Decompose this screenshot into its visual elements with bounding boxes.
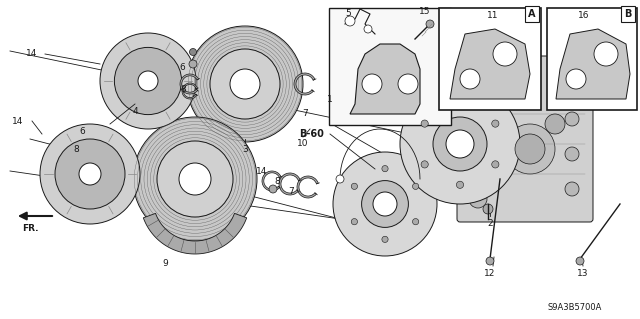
Circle shape [493, 42, 517, 66]
Polygon shape [450, 29, 530, 99]
Text: 8: 8 [274, 176, 280, 186]
Circle shape [382, 236, 388, 242]
FancyBboxPatch shape [329, 8, 451, 125]
Wedge shape [297, 176, 318, 198]
Circle shape [565, 112, 579, 126]
Text: 6: 6 [79, 127, 85, 136]
Text: 7: 7 [302, 108, 308, 117]
Circle shape [157, 141, 233, 217]
Circle shape [269, 185, 277, 193]
Circle shape [179, 163, 211, 195]
FancyBboxPatch shape [457, 56, 593, 222]
Text: B-60: B-60 [300, 129, 324, 139]
Circle shape [492, 161, 499, 168]
FancyBboxPatch shape [439, 8, 541, 110]
Circle shape [79, 163, 101, 185]
Text: 14: 14 [256, 167, 268, 175]
Circle shape [40, 124, 140, 224]
Circle shape [426, 20, 434, 28]
Circle shape [469, 162, 487, 180]
Circle shape [351, 219, 358, 225]
Circle shape [469, 106, 487, 124]
Circle shape [433, 117, 487, 171]
Circle shape [333, 152, 437, 256]
Circle shape [565, 182, 579, 196]
Text: 14: 14 [26, 49, 38, 58]
Text: 14: 14 [12, 116, 24, 125]
Circle shape [382, 166, 388, 172]
Circle shape [398, 74, 418, 94]
Text: 16: 16 [579, 11, 589, 20]
Circle shape [189, 48, 196, 56]
Wedge shape [279, 173, 300, 195]
Text: 9: 9 [162, 259, 168, 269]
Text: 8: 8 [73, 145, 79, 153]
Circle shape [133, 117, 257, 241]
Circle shape [362, 181, 408, 227]
Circle shape [566, 69, 586, 89]
Circle shape [515, 134, 545, 164]
Circle shape [400, 84, 520, 204]
Circle shape [576, 257, 584, 265]
Circle shape [187, 26, 303, 142]
Circle shape [413, 219, 419, 225]
Text: 3: 3 [242, 145, 248, 153]
Circle shape [351, 183, 358, 189]
Text: 13: 13 [577, 270, 589, 278]
Wedge shape [262, 171, 281, 191]
Circle shape [364, 25, 372, 33]
Wedge shape [182, 83, 198, 99]
Circle shape [115, 48, 182, 115]
Circle shape [594, 42, 618, 66]
Text: 8: 8 [180, 85, 186, 93]
Polygon shape [556, 29, 630, 99]
Circle shape [486, 257, 494, 265]
Circle shape [421, 161, 428, 168]
Text: S9A3B5700A: S9A3B5700A [548, 302, 602, 311]
Circle shape [345, 16, 355, 26]
Circle shape [55, 139, 125, 209]
Text: 7: 7 [288, 187, 294, 196]
Text: B: B [624, 9, 632, 19]
Circle shape [469, 190, 487, 208]
Circle shape [413, 183, 419, 189]
Circle shape [362, 74, 382, 94]
Circle shape [483, 204, 493, 214]
Text: 11: 11 [487, 11, 499, 20]
Text: 6: 6 [179, 63, 185, 71]
Circle shape [421, 120, 428, 127]
Circle shape [456, 181, 463, 189]
Circle shape [460, 69, 480, 89]
Circle shape [210, 49, 280, 119]
Text: 1: 1 [327, 94, 333, 103]
Text: 15: 15 [419, 8, 431, 17]
Text: 2: 2 [487, 219, 493, 227]
Polygon shape [143, 213, 246, 254]
Circle shape [336, 175, 344, 183]
Wedge shape [180, 74, 198, 94]
Circle shape [373, 192, 397, 216]
Text: 12: 12 [484, 270, 496, 278]
Circle shape [230, 69, 260, 99]
FancyBboxPatch shape [547, 8, 637, 110]
Circle shape [545, 114, 565, 134]
Circle shape [100, 33, 196, 129]
Circle shape [505, 124, 555, 174]
Text: 10: 10 [297, 139, 308, 149]
Circle shape [492, 120, 499, 127]
Circle shape [565, 147, 579, 161]
Circle shape [138, 71, 158, 91]
Text: 4: 4 [132, 107, 138, 115]
Wedge shape [294, 73, 315, 95]
Text: 5: 5 [345, 10, 351, 19]
Polygon shape [350, 44, 420, 114]
Text: FR.: FR. [22, 224, 38, 233]
Text: A: A [528, 9, 536, 19]
Circle shape [469, 134, 487, 152]
Circle shape [446, 130, 474, 158]
Circle shape [456, 100, 463, 107]
Circle shape [189, 60, 197, 68]
